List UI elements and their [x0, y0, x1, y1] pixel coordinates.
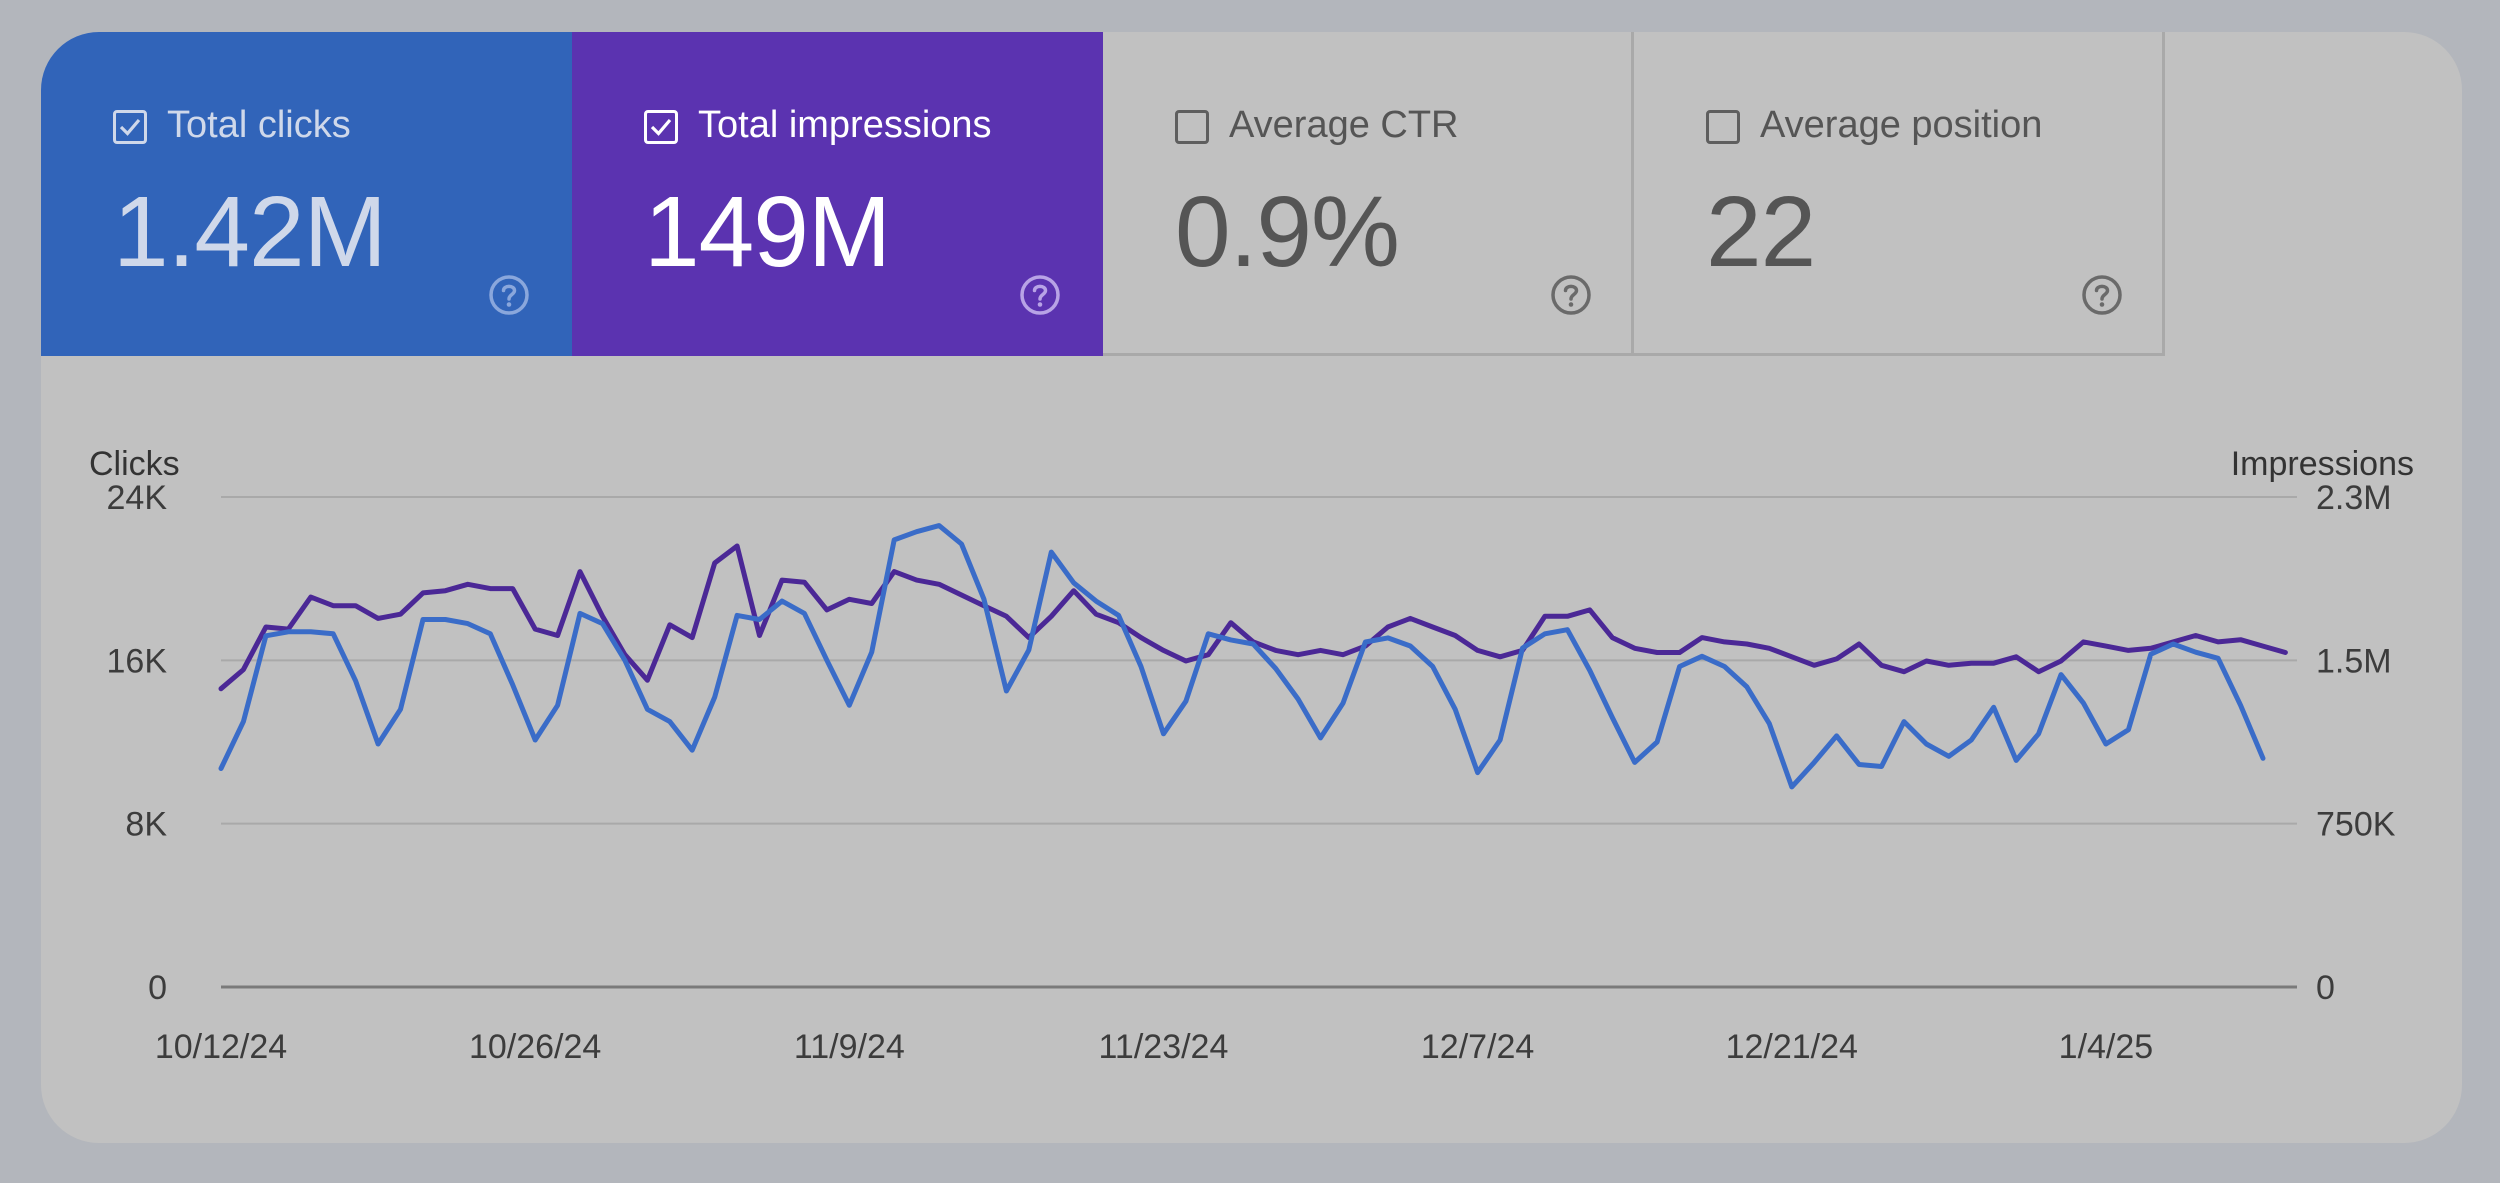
x-tick-label: 10/26/24	[469, 1028, 601, 1066]
right-tick-label: 1.5M	[2316, 642, 2392, 680]
series-line-clicks[interactable]	[218, 523, 2266, 790]
x-tick-label: 1/4/25	[2059, 1028, 2154, 1066]
metric-value: 0.9%	[1175, 176, 1400, 288]
right-tick-label: 0	[2316, 969, 2335, 1007]
left-tick-label: 0	[148, 969, 167, 1007]
metric-card-average-ctr[interactable]: Average CTR 0.9%	[1103, 32, 1634, 356]
performance-card: Total clicks 1.42M Total impressions 149…	[41, 32, 2462, 1143]
metric-label: Total clicks	[167, 104, 351, 146]
right-axis-title: Impressions	[2230, 445, 2414, 483]
left-axis-title: Clicks	[89, 445, 180, 483]
metric-value: 22	[1706, 176, 1816, 288]
x-tick-label: 11/23/24	[1099, 1028, 1229, 1066]
metric-label: Average CTR	[1229, 104, 1459, 146]
x-tick-label: 10/12/24	[155, 1028, 287, 1066]
left-tick-label: 16K	[107, 642, 168, 680]
check-icon	[119, 118, 141, 136]
help-icon[interactable]	[488, 274, 530, 316]
metric-label: Total impressions	[698, 104, 992, 146]
series-line-impressions[interactable]	[218, 543, 2288, 692]
performance-chart[interactable]: 0 0 8K 750K 16K 1.5M 24K 2.3M 10/12/24 10/26/24 11…	[41, 32, 2462, 1143]
metric-label: Average position	[1760, 104, 2043, 146]
check-icon	[650, 118, 672, 136]
metric-value: 149M	[644, 176, 891, 288]
help-icon[interactable]	[1019, 274, 1061, 316]
metric-value: 1.42M	[113, 176, 387, 288]
right-tick-label: 2.3M	[2316, 479, 2392, 517]
checkbox-average-position[interactable]	[1706, 110, 1740, 144]
help-icon[interactable]	[1550, 274, 1592, 316]
metric-card-average-position[interactable]: Average position 22	[1634, 32, 2165, 356]
x-tick-label: 12/21/24	[1726, 1028, 1858, 1066]
right-tick-label: 750K	[2316, 806, 2396, 844]
help-icon[interactable]	[2081, 274, 2123, 316]
left-tick-label: 24K	[107, 479, 168, 517]
x-tick-label: 12/7/24	[1421, 1028, 1534, 1066]
metric-card-total-impressions[interactable]: Total impressions 149M	[572, 32, 1103, 356]
checkbox-total-clicks[interactable]	[113, 110, 147, 144]
metric-card-total-clicks[interactable]: Total clicks 1.42M	[41, 32, 572, 356]
left-tick-label: 8K	[125, 806, 167, 844]
checkbox-total-impressions[interactable]	[644, 110, 678, 144]
x-tick-label: 11/9/24	[794, 1028, 905, 1066]
checkbox-average-ctr[interactable]	[1175, 110, 1209, 144]
